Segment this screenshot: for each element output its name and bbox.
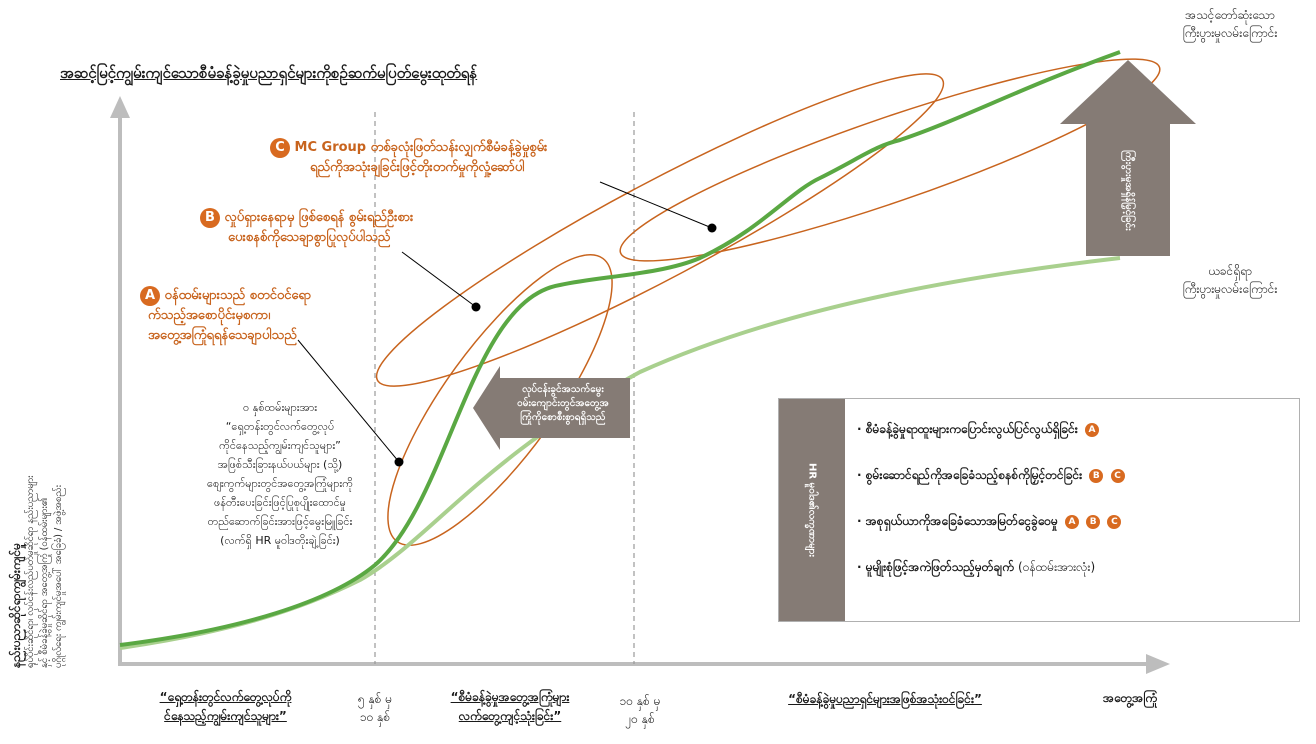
callout-c-line-2: ရည်ကိုအသုံးချခြင်းဖြင့်တိုးတက်မှုကိုလှုံ… (310, 160, 525, 175)
x-axis-arrowhead (1146, 654, 1170, 674)
y-axis-line-3: ပုဂ္ဂိုလ်ရေး ကျွမ်းကျင်မှုအပေါ် အခြေခံ) … (53, 484, 64, 668)
leader-c-dot (707, 223, 717, 233)
up-arrow-shape (1060, 60, 1196, 256)
y-axis-label-block: နည်းပညာဆိုင်ရာကျွမ်းကျင်မှု ရုပ်ပိုင်းဆိ… (8, 108, 108, 668)
middle-arrow-line: ဝမ်းကျောင်းတွင်အတွေ့အ (517, 398, 609, 409)
leader-c (599, 181, 713, 229)
ellipse-b (375, 73, 945, 387)
x-stage-line: “စီမံခန့်ခွဲမှုပညာရှင်များအဖြစ်အသုံးဝင်ခ… (788, 692, 982, 706)
diagram-title: အဆင့်မြင့်ကျွမ်းကျင်သောစီမံခန့်ခွဲမှုပညာ… (60, 64, 478, 82)
previous-path-label: ယခင်ရှိရာ ကြီးပွားမှုလမ်းကြောင်း (1150, 262, 1310, 298)
note-line: (လက်ရှိ HR မူဝါဒတိုးချဲ့ခြင်း) (220, 534, 340, 547)
note-line: ကိုင်နေသည့်ကျွမ်းကျင်သူများ” (219, 439, 341, 452)
note-line: “ရှေ့တန်းတွင်လက်တွေ့လုပ် (225, 420, 335, 433)
legend-badge: A (1065, 514, 1080, 529)
y-axis-line-2: နှင့် စီမံခန့်ခွဲမှုဆိုင်ရာ အတွေ့အကြုံ (… (39, 497, 50, 668)
callout-b: B လှုပ်ရှားနေရာမှ ဖြစ်စေရန် စွမ်းရည်ဦးစာ… (200, 208, 520, 248)
callout-b-line-1: လှုပ်ရှားနေရာမှ ဖြစ်စေရန် စွမ်းရည်ဦးစား (224, 210, 414, 225)
leader-b-dot (471, 302, 481, 312)
x-stage-line: “ရှေ့တန်းတွင်လက်တွေ့လုပ်ကို (159, 690, 292, 704)
x-year-1: ၅ နှစ် မှ ၁၀ နှစ် (340, 690, 410, 726)
legend-item: · အစုရှယ်ယာကိုအခြေခံသောအမြတ်ငွေခွဲဝေမှု … (857, 513, 1125, 559)
x-stage-2: “စီမံခန့်ခွဲမှုအတွေ့အကြုံများ လက်တွေ့ကျင… (410, 688, 610, 726)
x-stage-line: “စီမံခန့်ခွဲမှုအတွေ့အကြုံများ (450, 690, 570, 704)
legend-item: · စီမံခန့်ခွဲမှုရာထူးများကပြောင်းလွယ်ပြင… (857, 421, 1125, 467)
legend-item: · မူမျိုးစုံဖြင့်အကဲဖြတ်သည့်မှတ်ချက် (ဝန… (857, 560, 1096, 574)
leader-a (297, 339, 400, 463)
up-arrow-label-wrap: ကြီးပွားမှုအရှိန်မြှင့်ခြင်း (1086, 124, 1170, 256)
middle-arrow-shape (473, 366, 630, 450)
legend-item: · စွမ်းဆောင်ရည်ကိုအခြေခံသည့်စနစ်ကိုမြှင့… (857, 467, 1125, 513)
leader-a-dot (394, 457, 404, 467)
legend-badge: C (1110, 468, 1125, 483)
badge-a: A (140, 286, 160, 306)
y-axis-arrowhead (110, 96, 130, 118)
callout-a-line-1: ဝန်ထမ်းများသည် စတင်ဝင်ရော (164, 288, 312, 303)
x-axis-end-label: အတွေ့အကြုံ (1103, 691, 1157, 705)
x-stage-3: “စီမံခန့်ခွဲမှုပညာရှင်များအဖြစ်အသုံးဝင်ခ… (700, 690, 1070, 709)
legend-items: · စီမံခန့်ခွဲမှုရာထူးများကပြောင်းလွယ်ပြင… (857, 421, 1125, 605)
callout-a-line-2: က်သည့်အစောပိုင်းမှစကာ၊ (148, 308, 271, 323)
optimal-path-label-line: ကြီးပွားမှုလမ်းကြောင်း (1182, 26, 1278, 40)
y-axis-title: နည်းပညာဆိုင်ရာကျွမ်းကျင်မှု (9, 542, 23, 668)
previous-path-label-line: ကြီးပွားမှုလမ်းကြောင်း (1182, 282, 1278, 296)
legend-item-text: စွမ်းဆောင်ရည်ကိုအခြေခံသည့်စနစ်ကိုမြှင့်တ… (865, 468, 1083, 482)
y-axis-line-1: ရုပ်ပိုင်းဆိုင်ရာ၊ လုပ်ငန်းလည်ပတ်မှုဆိုင… (25, 475, 36, 668)
legend-item-tail: (ဝန်ထမ်းအားလုံး) (1018, 560, 1096, 574)
x-year-2: ၁၀ နှစ် မှ ၂၀ နှစ် (605, 692, 675, 728)
note-line: စျေးကွက်များတွင်အတွေ့အကြုံများကို (207, 477, 353, 490)
legend-item-text: အစုရှယ်ယာကိုအခြေခံသောအမြတ်ငွေခွဲဝေမှု (865, 514, 1058, 528)
badge-c: C (270, 138, 290, 158)
legend-item-text: စီမံခန့်ခွဲမှုရာထူးများကပြောင်းလွယ်ပြင်လ… (865, 422, 1078, 436)
legend-badge: A (1084, 422, 1099, 437)
legend-side-panel: HR မူဝါဒ၏လက္ခဏာများ (779, 399, 845, 621)
x-stage-1: “ရှေ့တန်းတွင်လက်တွေ့လုပ်ကို င်နေသည့်ကျွမ… (118, 688, 333, 726)
hr-policy-legend: HR မူဝါဒ၏လက္ခဏာများ · စီမံခန့်ခွဲမှုရာထူ… (778, 398, 1300, 622)
previous-path-label-line: ယခင်ရှိရာ (1208, 264, 1252, 278)
callout-a: A ဝန်ထမ်းများသည် စတင်ဝင်ရော က်သည့်အစောပိ… (140, 286, 400, 346)
leader-b (401, 251, 477, 308)
middle-arrow-line: ကြုံကိုစောစီးစွာရရှိသည် (520, 412, 606, 423)
note-line: ဖန်တီးပေးခြင်းဖြင့်ပြုစုပျိုးထောင်မှု (214, 496, 346, 509)
legend-badge: B (1086, 514, 1101, 529)
legend-badge: B (1089, 468, 1104, 483)
x-stage-line: လက်တွေ့ကျင့်သုံးခြင်း” (458, 709, 562, 723)
legend-item-text: မူမျိုးစုံဖြင့်အကဲဖြတ်သည့်မှတ်ချက် (865, 560, 1014, 574)
x-year-line: ၅ နှစ် မှ (357, 692, 393, 706)
legend-side-label: HR မူဝါဒ၏လက္ခဏာများ (806, 462, 818, 558)
x-year-line: ၁၀ နှစ် မှ (619, 694, 661, 708)
middle-arrow-line: လုပ်ငန်းခွင်အသက်မွေး (522, 384, 604, 395)
x-year-line: ၂၀ နှစ် (625, 712, 655, 726)
x-stage-line: င်နေသည့်ကျွမ်းကျင်သူများ” (164, 709, 287, 723)
stage-one-note: ၀ နှစ်ထမ်းများအား “ရှေ့တန်းတွင်လက်တွေ့လု… (160, 398, 400, 550)
optimal-path-label-line: အသင့်တော်ဆုံးသော (1185, 8, 1275, 22)
optimal-growth-line (119, 50, 1121, 647)
up-arrow-label: ကြီးပွားမှုအရှိန်မြှင့်ခြင်း (1122, 149, 1134, 231)
x-year-line: ၁၀ နှစ် (359, 710, 391, 724)
note-line: အဖြစ်သီးခြားနယ်ပယ်များ (သို့) (217, 458, 343, 471)
badge-b: B (200, 208, 220, 228)
callout-b-line-2: ပေးစနစ်ကိုသေချာစွာပြုလုပ်ပါသည် (228, 230, 391, 245)
legend-badge: C (1107, 514, 1122, 529)
callout-a-line-3: အတွေ့အကြုံရရန်သေချာပါသည် (148, 328, 297, 343)
middle-arrow-label: လုပ်ငန်းခွင်အသက်မွေး ဝမ်းကျောင်းတွင်အတွေ… (498, 383, 628, 425)
callout-c-line-1: MC Group တစ်ခုလုံးဖြတ်သန်းလျှက်စီမံခန့်ခ… (294, 140, 548, 155)
optimal-path-label: အသင့်တော်ဆုံးသော ကြီးပွားမှုလမ်းကြောင်း (1150, 6, 1310, 42)
callout-c: C MC Group တစ်ခုလုံးဖြတ်သန်းလျှက်စီမံခန့… (270, 138, 670, 178)
ellipse-c (619, 58, 1161, 262)
note-line: တည်ဆောက်ခြင်းအားဖြင့်မွေးမြူခြင်း (207, 515, 353, 528)
note-line: ၀ နှစ်ထမ်းများအား (242, 401, 318, 414)
